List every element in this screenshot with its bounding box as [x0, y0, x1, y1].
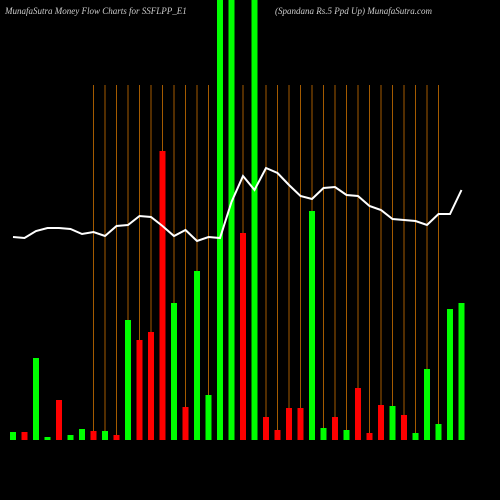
bar: [297, 408, 304, 440]
bar: [113, 435, 120, 440]
bar: [67, 435, 74, 440]
bar: [125, 320, 131, 440]
bar: [343, 430, 350, 440]
bar: [274, 430, 281, 440]
bar: [458, 303, 465, 440]
chart-title: MunafaSutra Money Flow Charts for SSFLPP…: [4, 6, 187, 16]
bar: [228, 0, 235, 440]
bar: [136, 340, 143, 440]
bar: [240, 233, 246, 440]
bar: [171, 303, 177, 440]
bar: [205, 395, 212, 440]
bar: [309, 211, 315, 440]
bar: [435, 424, 442, 440]
bar: [79, 429, 85, 440]
bar: [263, 417, 269, 440]
bar: [447, 309, 453, 440]
line: [12, 166, 463, 243]
bar: [217, 0, 223, 440]
bar: [10, 432, 16, 440]
bar: [159, 151, 166, 440]
bar: [320, 428, 327, 440]
bar: [44, 437, 51, 440]
bar: [33, 358, 39, 440]
bar: [412, 433, 419, 440]
bar: [332, 417, 338, 440]
bar: [56, 400, 62, 440]
bar: [194, 271, 200, 440]
bar: [286, 408, 292, 440]
bar: [251, 0, 258, 440]
bar: [378, 405, 384, 440]
bar: [21, 432, 28, 440]
bar: [424, 369, 430, 440]
bar: [90, 431, 97, 440]
chart-subtitle: (Spandana Rs.5 Ppd Up) MunafaSutra.com: [275, 6, 432, 16]
bar: [182, 407, 189, 440]
bar: [148, 332, 154, 440]
bar: [355, 388, 361, 440]
bar: [389, 406, 396, 440]
bar: [102, 431, 108, 440]
bar: [366, 433, 373, 440]
bar: [401, 415, 407, 440]
